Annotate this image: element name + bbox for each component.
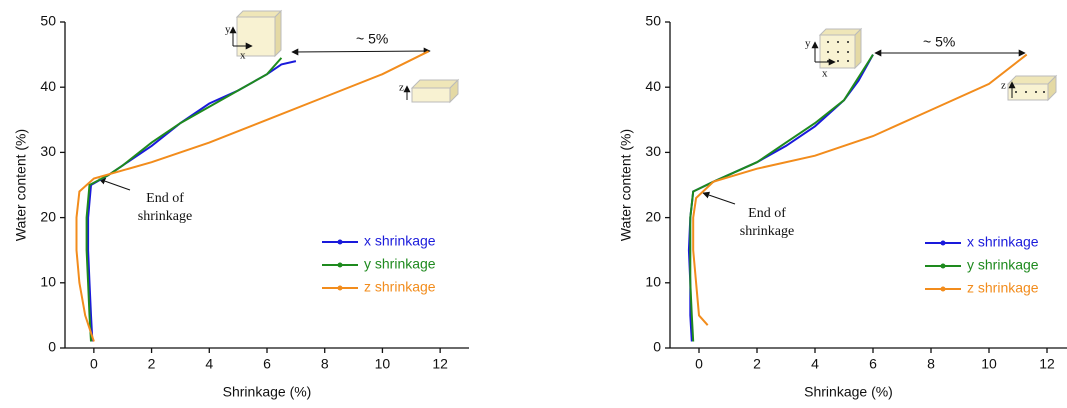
- end-note: End of: [748, 206, 786, 221]
- cube-label: z: [1001, 80, 1006, 92]
- left-slab-icon: [403, 78, 460, 104]
- y-tick-label: 0: [48, 339, 56, 355]
- x-tick-label: 0: [90, 356, 98, 372]
- x-tick-label: 4: [811, 356, 819, 372]
- y-tick-label: 20: [645, 208, 661, 224]
- cube-label: x: [822, 68, 828, 80]
- y-tick-label: 0: [653, 339, 661, 355]
- y-tick-label: 40: [40, 78, 56, 94]
- gap-arrow: [291, 47, 431, 56]
- end-arrow: [98, 177, 131, 191]
- y-axis-label: Water content (%): [618, 129, 634, 241]
- x-tick-label: 8: [321, 356, 329, 372]
- data-line: [692, 53, 1028, 326]
- end-arrow: [702, 191, 736, 205]
- legend-marker: [940, 263, 946, 269]
- y-tick-label: 30: [40, 143, 56, 159]
- cube-label: y: [225, 24, 231, 36]
- gap-label: ~ 5%: [356, 31, 388, 47]
- x-tick-label: 2: [148, 356, 156, 372]
- legend-marker: [940, 286, 946, 292]
- x-tick-label: 12: [432, 356, 448, 372]
- legend-marker: [337, 285, 343, 291]
- right-slab-icon: [1006, 74, 1058, 102]
- cube-label: y: [805, 38, 811, 50]
- x-tick-label: 6: [263, 356, 271, 372]
- y-tick-label: 40: [645, 78, 661, 94]
- legend-label: z shrinkage: [364, 279, 436, 295]
- cube-label: z: [399, 82, 404, 94]
- left-cube-icon: [229, 9, 283, 58]
- data-line: [85, 57, 283, 342]
- x-axis-label: Shrinkage (%): [804, 384, 893, 400]
- end-note: shrinkage: [138, 209, 192, 224]
- x-tick-label: 10: [375, 356, 391, 372]
- x-tick-label: 6: [869, 356, 877, 372]
- y-tick-label: 20: [40, 208, 56, 224]
- legend-marker: [940, 240, 946, 246]
- legend-label: x shrinkage: [364, 233, 436, 249]
- x-axis-label: Shrinkage (%): [223, 384, 312, 400]
- x-tick-label: 10: [981, 356, 997, 372]
- data-line: [75, 50, 430, 342]
- x-tick-label: 0: [695, 356, 703, 372]
- y-tick-label: 50: [645, 13, 661, 29]
- legend-label: x shrinkage: [967, 234, 1039, 250]
- legend-label: y shrinkage: [967, 257, 1039, 273]
- y-tick-label: 50: [40, 13, 56, 29]
- x-tick-label: 12: [1039, 356, 1055, 372]
- data-line: [87, 60, 297, 342]
- legend-label: z shrinkage: [967, 280, 1039, 296]
- y-tick-label: 10: [645, 274, 661, 290]
- right-cube-icon: [811, 27, 863, 70]
- legend-marker: [337, 262, 343, 268]
- end-note: End of: [146, 191, 184, 206]
- y-tick-label: 10: [40, 274, 56, 290]
- end-note: shrinkage: [740, 224, 794, 239]
- legend-marker: [337, 239, 343, 245]
- y-tick-label: 30: [645, 143, 661, 159]
- x-tick-label: 2: [753, 356, 761, 372]
- x-tick-label: 8: [927, 356, 935, 372]
- y-axis-label: Water content (%): [13, 129, 29, 241]
- cube-label: x: [240, 50, 246, 62]
- legend-label: y shrinkage: [364, 256, 436, 272]
- gap-label: ~ 5%: [923, 34, 955, 50]
- x-tick-label: 4: [205, 356, 213, 372]
